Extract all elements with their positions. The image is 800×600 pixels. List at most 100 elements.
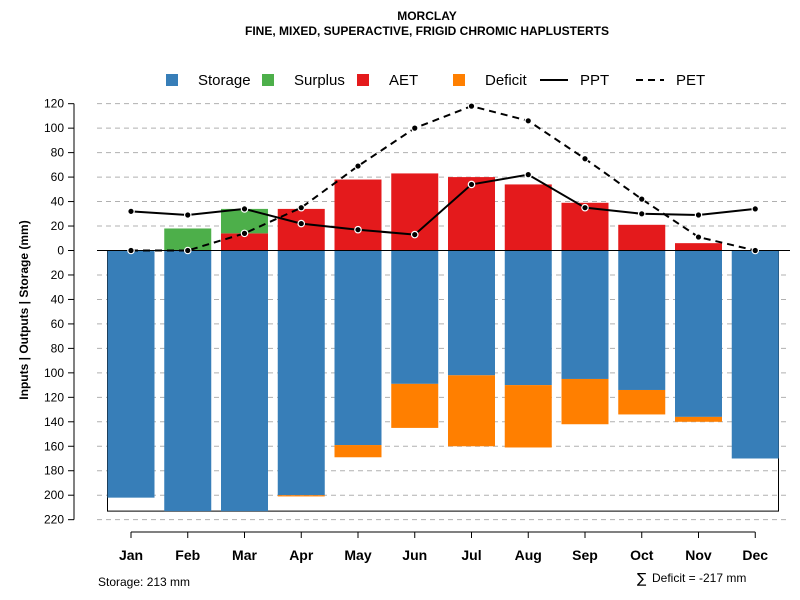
sigma-symbol: ∑ — [637, 571, 647, 587]
x-tick-label-mar: Mar — [232, 547, 257, 563]
y-tick-label: 100 — [44, 121, 64, 135]
legend-label-deficit: Deficit — [485, 72, 528, 89]
y-tick-label: 60 — [51, 317, 65, 331]
aet-bar-jun — [391, 173, 439, 251]
pet-point-mar — [240, 229, 249, 238]
x-tick-label-oct: Oct — [630, 547, 654, 563]
y-tick-label: 120 — [44, 97, 64, 111]
x-tick-label-nov: Nov — [685, 547, 712, 563]
y-tick-label: 80 — [51, 341, 65, 355]
chart-title: MORCLAY — [397, 9, 457, 23]
legend: Storage Surplus AET Deficit PPT PET — [166, 72, 705, 89]
storage-bar-feb — [164, 250, 212, 512]
legend-item-deficit: Deficit — [453, 72, 528, 89]
storage-bar-sep — [561, 250, 609, 379]
gridlines — [97, 103, 790, 521]
legend-swatch-storage — [166, 74, 178, 86]
x-tick-label-feb: Feb — [175, 547, 200, 563]
y-tick-label: 0 — [57, 244, 64, 258]
ppt-line — [130, 173, 756, 236]
legend-label-storage: Storage — [198, 72, 251, 89]
pet-point-jun — [410, 124, 419, 132]
x-tick-label-apr: Apr — [289, 547, 314, 563]
deficit-bar-nov — [675, 416, 722, 422]
pet-point-dec — [751, 246, 760, 255]
storage-bar-oct — [618, 250, 666, 390]
y-tick-label: 60 — [51, 170, 65, 184]
pet-point-jul — [467, 102, 476, 110]
deficit-bar-jun — [391, 383, 439, 428]
y-tick-label: 140 — [44, 415, 64, 429]
ppt-point-oct — [637, 209, 646, 218]
aet-bar-mar — [221, 233, 268, 251]
x-tick-label-may: May — [344, 547, 371, 563]
x-tick-label-jun: Jun — [402, 547, 427, 563]
chart-subtitle: FINE, MIXED, SUPERACTIVE, FRIGID CHROMIC… — [245, 24, 609, 38]
ppt-point-jun — [410, 230, 419, 239]
deficit-bar-jul — [448, 375, 495, 447]
legend-item-storage: Storage — [166, 72, 251, 89]
legend-item-aet: AET — [357, 72, 418, 89]
y-axis-label: Inputs | Outputs | Storage (mm) — [17, 220, 31, 399]
storage-bar-jan — [107, 250, 155, 498]
legend-label-surplus: Surplus — [294, 72, 345, 89]
y-tick-label: 20 — [51, 268, 65, 282]
x-tick-label-dec: Dec — [742, 547, 768, 563]
deficit-bar-may — [334, 445, 382, 458]
y-tick-label: 180 — [44, 464, 64, 478]
pet-point-jan — [127, 246, 135, 255]
deficit-bar-aug — [504, 385, 552, 448]
pet-point-oct — [637, 195, 646, 203]
aet-bar-aug — [504, 184, 552, 251]
ppt-point-may — [354, 225, 362, 234]
y-tick-label: 80 — [51, 146, 65, 160]
pet-point-aug — [524, 117, 533, 125]
deficit-bar-sep — [561, 378, 609, 425]
y-tick-label: 120 — [44, 390, 64, 404]
surplus-bar-feb — [164, 228, 212, 251]
x-tick-label-jul: Jul — [461, 547, 481, 563]
aet-bar-may — [334, 179, 382, 251]
ppt-point-dec — [751, 205, 760, 213]
ppt-point-mar — [240, 205, 249, 213]
legend-item-ppt: PPT — [540, 72, 609, 89]
legend-label-ppt: PPT — [580, 72, 609, 89]
x-tick-label-aug: Aug — [515, 547, 542, 563]
ppt-point-aug — [524, 170, 533, 179]
storage-bar-may — [334, 250, 382, 446]
aet-bar-nov — [675, 243, 722, 251]
pet-point-apr — [297, 203, 306, 212]
y-tick-label: 40 — [51, 195, 65, 209]
ppt-point-jul — [467, 180, 476, 189]
ppt-point-nov — [694, 211, 703, 219]
ppt-point-feb — [183, 211, 192, 219]
legend-label-pet: PET — [676, 72, 705, 89]
lines — [127, 102, 760, 255]
bars — [97, 173, 790, 512]
x-tick-label-sep: Sep — [572, 547, 598, 563]
storage-bar-mar — [221, 250, 268, 512]
pet-point-feb — [183, 246, 192, 255]
pet-point-sep — [581, 154, 589, 163]
ppt-point-apr — [297, 219, 306, 228]
ppt-point-jan — [127, 207, 135, 216]
y-tick-label: 220 — [44, 513, 64, 527]
y-tick-label: 100 — [44, 366, 64, 380]
ppt-point-sep — [581, 203, 589, 212]
storage-bar-aug — [504, 250, 552, 386]
legend-swatch-aet — [357, 74, 369, 86]
storage-bar-jul — [448, 250, 495, 376]
storage-bar-apr — [277, 250, 325, 496]
pet-point-nov — [694, 233, 703, 241]
y-tick-label: 20 — [51, 219, 65, 233]
legend-swatch-surplus — [262, 74, 274, 86]
y-tick-label: 200 — [44, 488, 64, 502]
deficit-footnote: Deficit = -217 mm — [652, 571, 746, 585]
storage-bar-nov — [675, 250, 722, 417]
y-tick-label: 160 — [44, 439, 64, 453]
x-tick-label-jan: Jan — [119, 547, 143, 563]
y-tick-label: 40 — [51, 292, 65, 306]
deficit-bar-apr — [277, 495, 325, 497]
storage-bar-dec — [731, 250, 779, 459]
